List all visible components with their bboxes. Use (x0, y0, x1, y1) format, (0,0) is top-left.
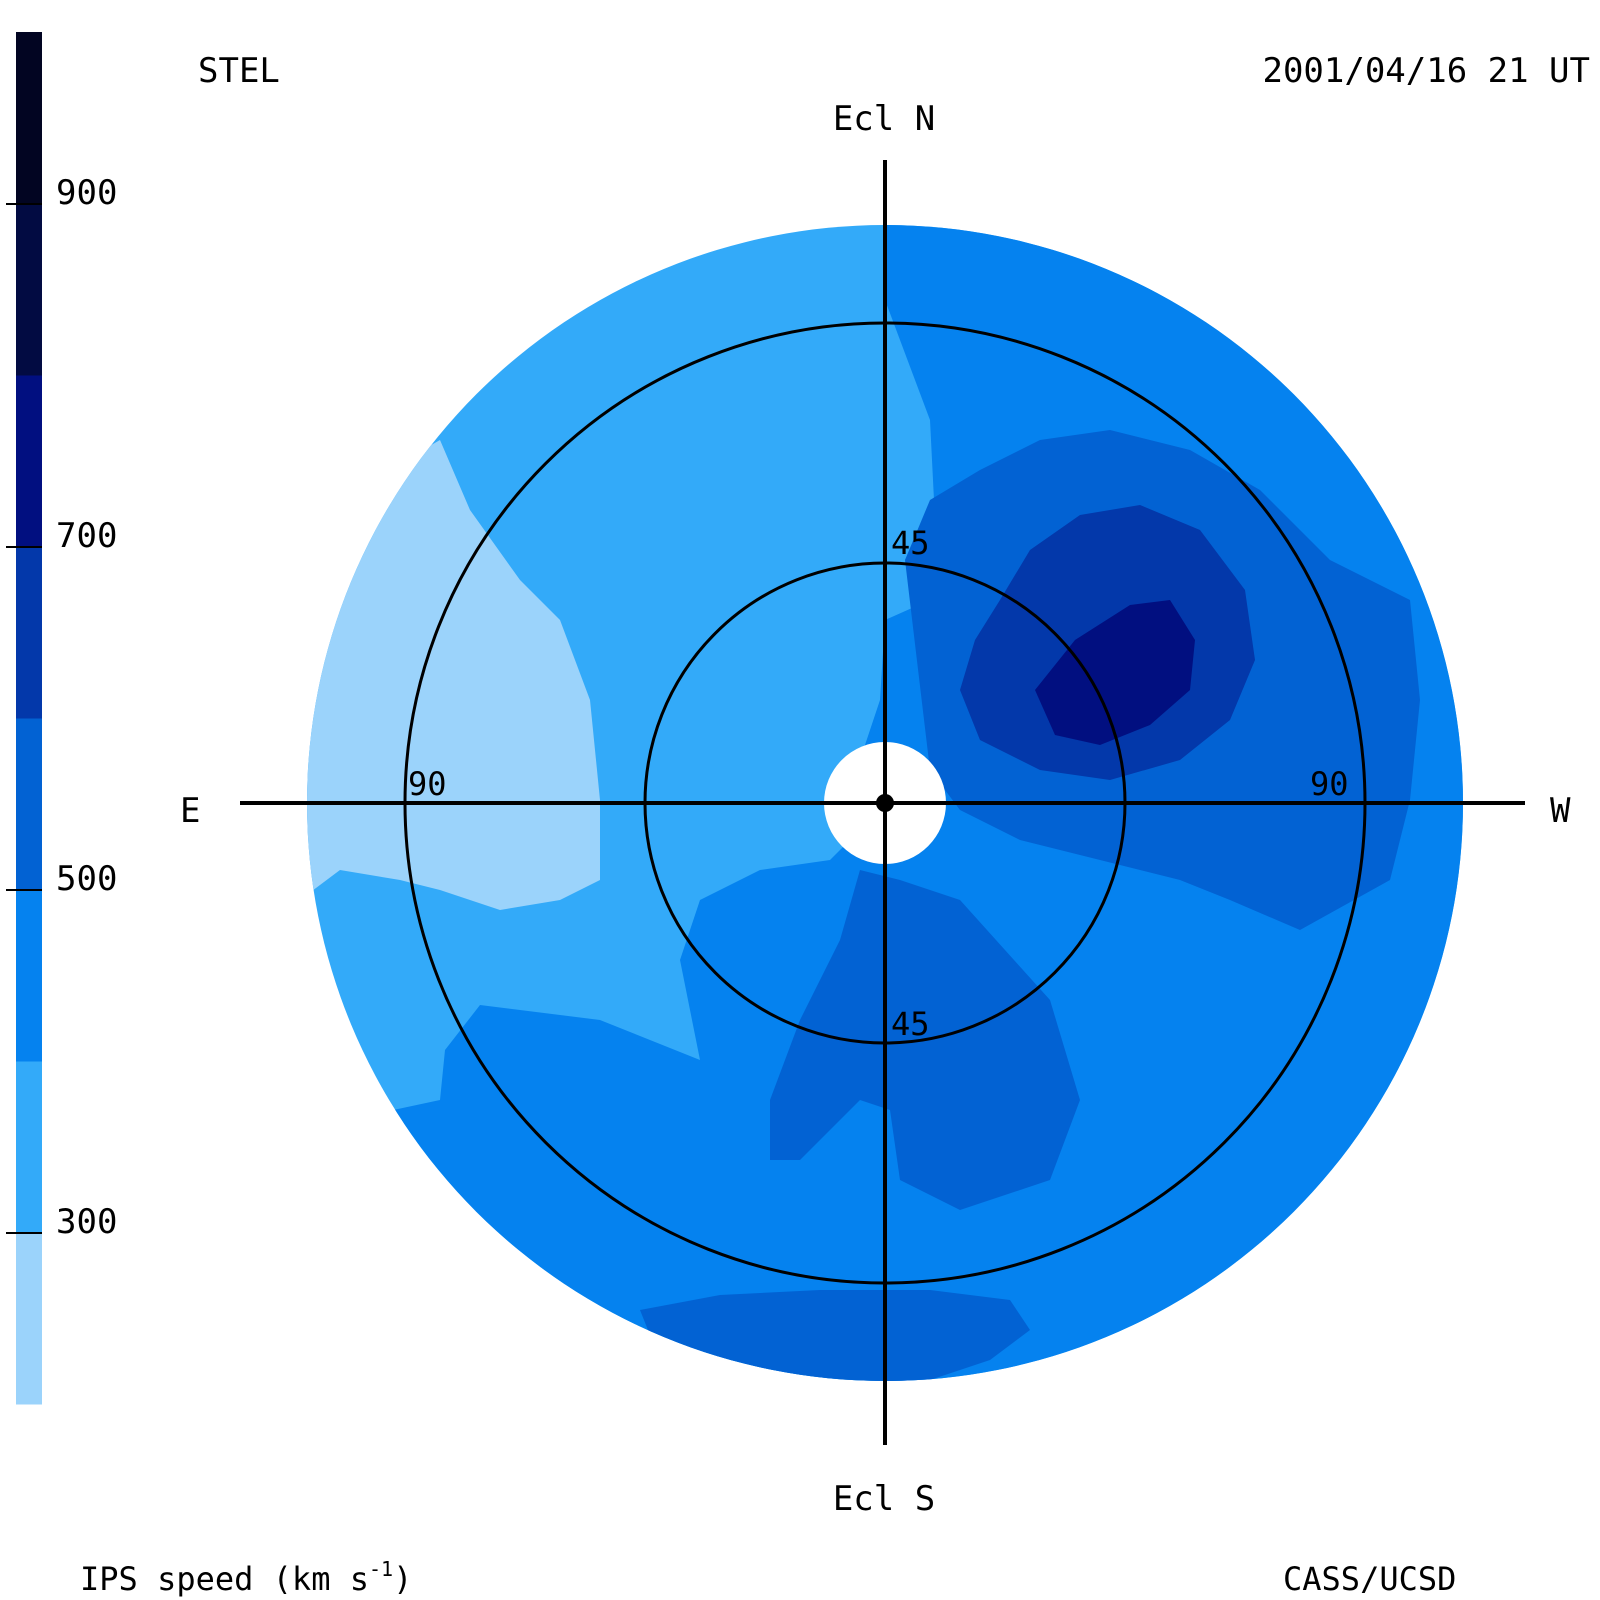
colorbar-band-3 (16, 718, 42, 890)
colorbar-tick-500: 500 (56, 859, 117, 899)
colorbar-label-close: ) (393, 1560, 412, 1598)
direction-north-label: Ecl N (833, 99, 935, 139)
colorbar-tick-700: 700 (56, 516, 117, 556)
station-label: STEL (198, 51, 280, 91)
colorbar-tick-300: 300 (56, 1202, 117, 1242)
colorbar-band-4 (16, 547, 42, 719)
direction-south-label: Ecl S (833, 1479, 935, 1519)
elongation-label-inner-bottom: 45 (891, 1005, 930, 1043)
colorbar-bands (16, 32, 42, 1405)
colorbar-band-0 (16, 1233, 42, 1405)
elongation-label-outer-left: 90 (408, 765, 447, 803)
colorbar-tick-900: 900 (56, 173, 117, 213)
direction-west-label: W (1550, 791, 1571, 831)
field-region-fast-rim (640, 1290, 1030, 1381)
colorbar-band-6 (16, 204, 42, 376)
field-region-peak (1035, 600, 1195, 745)
colorbar-label-superscript: -1 (369, 1557, 393, 1581)
speed-colorbar: 900 700 500 300 IPS speed (km s-1) (6, 32, 412, 1598)
colorbar-band-2 (16, 890, 42, 1062)
elongation-label-outer-right: 90 (1310, 765, 1349, 803)
colorbar-band-5 (16, 375, 42, 547)
elongation-label-inner-top: 45 (891, 524, 930, 562)
field-region-slow-east (307, 440, 600, 910)
colorbar-ticks (6, 203, 42, 1234)
ecliptic-axes (240, 160, 1525, 1445)
colorbar-label-main: IPS speed (km s (80, 1560, 369, 1598)
colorbar-band-1 (16, 1061, 42, 1233)
direction-east-label: E (180, 791, 200, 831)
credit-label: CASS/UCSD (1283, 1560, 1456, 1598)
observation-timestamp: 2001/04/16 21 UT (1262, 51, 1590, 91)
colorbar-top-band (16, 32, 42, 204)
colorbar-label: IPS speed (km s-1) (80, 1557, 412, 1598)
